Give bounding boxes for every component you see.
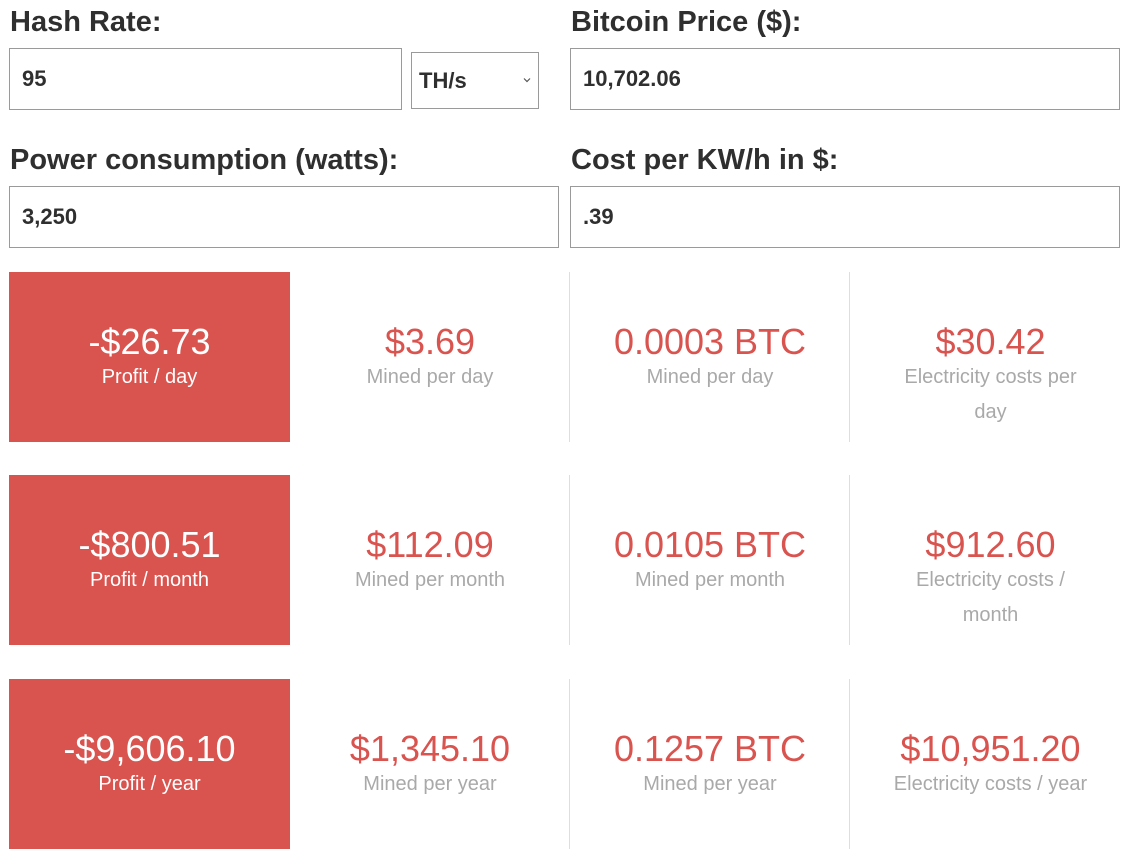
mined-usd-day-value: $3.69 xyxy=(384,321,476,362)
mined-btc-year-caption: Mined per year xyxy=(643,773,777,795)
column-divider xyxy=(849,679,850,849)
hash-rate-input[interactable]: 95 xyxy=(9,48,402,110)
mined-btc-month-caption: Mined per month xyxy=(634,569,786,591)
mined-usd-day-caption: Mined per day xyxy=(366,366,494,388)
mined-btc-day-caption: Mined per day xyxy=(646,366,774,388)
mined-usd-year-caption: Mined per year xyxy=(363,773,497,795)
electricity-day-caption-line1: Electricity costs per xyxy=(904,366,1077,388)
profit-month-value: -$800.51 xyxy=(78,524,221,565)
profit-day-card: -$26.73 Profit / day xyxy=(9,272,290,442)
cost-per-kwh-input[interactable]: .39 xyxy=(570,186,1120,248)
profit-day-caption: Profit / day xyxy=(101,366,198,388)
electricity-day-caption-line2: day xyxy=(974,401,1007,423)
profit-year-card: -$9,606.10 Profit / year xyxy=(9,679,290,849)
hash-rate-label: Hash Rate: xyxy=(10,6,162,38)
mined-usd-day-card: $3.69 Mined per day xyxy=(290,272,570,442)
electricity-day-value: $30.42 xyxy=(935,321,1046,362)
column-divider xyxy=(849,272,850,442)
column-divider xyxy=(849,475,850,645)
bitcoin-price-label: Bitcoin Price ($): xyxy=(571,6,802,38)
mined-usd-month-value: $112.09 xyxy=(366,524,494,565)
electricity-year-value: $10,951.20 xyxy=(900,728,1081,769)
mined-btc-month-value: 0.0105 BTC xyxy=(613,524,807,565)
chevron-down-icon xyxy=(523,78,531,83)
profit-month-card: -$800.51 Profit / month xyxy=(9,475,290,645)
electricity-year-card: $10,951.20 Electricity costs / year xyxy=(850,679,1131,849)
mined-btc-year-card: 0.1257 BTC Mined per year xyxy=(570,679,850,849)
electricity-day-card: $30.42 Electricity costs per day xyxy=(850,272,1131,442)
electricity-month-caption-line1: Electricity costs / xyxy=(916,569,1065,591)
mined-btc-month-card: 0.0105 BTC Mined per month xyxy=(570,475,850,645)
electricity-year-caption-line1: Electricity costs / year xyxy=(893,773,1088,795)
hash-unit-selected-value: TH/s xyxy=(419,67,467,93)
mined-usd-year-value: $1,345.10 xyxy=(349,728,511,769)
mined-btc-year-value: 0.1257 BTC xyxy=(613,728,807,769)
column-divider xyxy=(569,475,570,645)
mined-usd-month-caption: Mined per month xyxy=(354,569,506,591)
cost-per-kwh-label: Cost per KW/h in $: xyxy=(571,144,839,176)
mined-btc-day-value: 0.0003 BTC xyxy=(613,321,807,362)
profit-day-value: -$26.73 xyxy=(88,321,211,362)
mined-usd-year-card: $1,345.10 Mined per year xyxy=(290,679,570,849)
profit-year-value: -$9,606.10 xyxy=(63,728,236,769)
profit-year-caption: Profit / year xyxy=(98,773,201,795)
electricity-month-value: $912.60 xyxy=(925,524,1056,565)
electricity-month-caption-line2: month xyxy=(962,604,1019,626)
power-consumption-input[interactable]: 3,250 xyxy=(9,186,559,248)
column-divider xyxy=(569,272,570,442)
mined-btc-day-card: 0.0003 BTC Mined per day xyxy=(570,272,850,442)
bitcoin-price-input[interactable]: 10,702.06 xyxy=(570,48,1120,110)
electricity-month-card: $912.60 Electricity costs / month xyxy=(850,475,1131,645)
power-consumption-label: Power consumption (watts): xyxy=(10,144,399,176)
column-divider xyxy=(569,679,570,849)
mined-usd-month-card: $112.09 Mined per month xyxy=(290,475,570,645)
hash-unit-select[interactable]: TH/s xyxy=(411,52,539,109)
profit-month-caption: Profit / month xyxy=(90,569,209,591)
